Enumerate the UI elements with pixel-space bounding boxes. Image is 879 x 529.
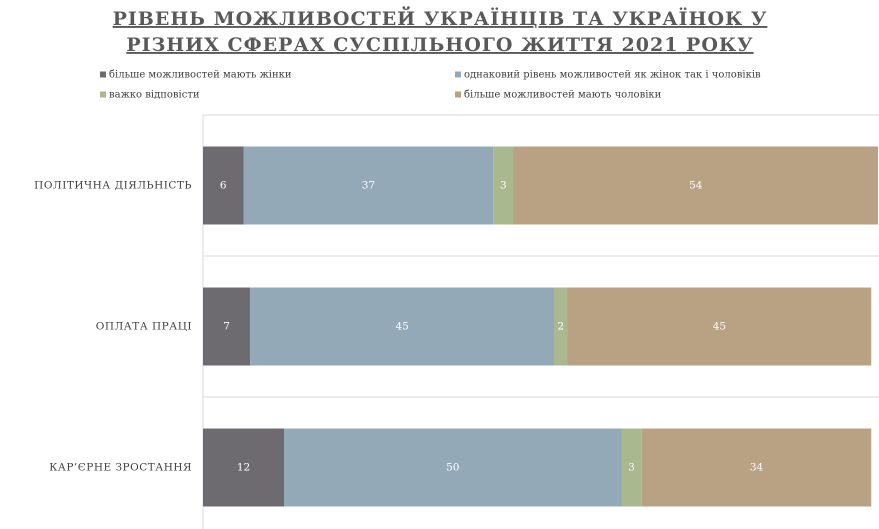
legend-label: більше можливостей мають жінки <box>109 70 292 81</box>
chart-title: РІЗНИХ СФЕРАХ СУСПІЛЬНОГО ЖИТТЯ 2021 РОК… <box>126 34 753 56</box>
value-label: 45 <box>395 321 408 333</box>
bar-segment <box>641 428 872 507</box>
legend-swatch <box>100 71 106 78</box>
bar-segment <box>621 428 642 507</box>
value-label: 37 <box>362 180 375 192</box>
bar-segment <box>203 287 251 366</box>
value-label: 45 <box>713 321 726 333</box>
value-label: 34 <box>750 462 764 474</box>
legend-label: важко відповісти <box>109 90 200 101</box>
bar-segment <box>250 287 554 366</box>
bar-segment <box>203 146 244 225</box>
bar-segment <box>513 146 878 225</box>
category-label: КАР’ЄРНЕ ЗРОСТАННЯ <box>49 462 192 474</box>
value-label: 50 <box>446 462 459 474</box>
bar-segment <box>243 146 494 225</box>
legend-swatch <box>100 91 106 98</box>
bar-segment <box>284 428 622 507</box>
value-label: 12 <box>237 462 250 474</box>
legend-label: однаковий рівень можливостей як жінок та… <box>464 70 761 81</box>
value-label: 54 <box>689 180 703 192</box>
value-label: 3 <box>628 462 635 474</box>
bar-segment <box>567 287 872 366</box>
legend-swatch <box>455 71 461 78</box>
bar-segment <box>493 146 514 225</box>
value-label: 7 <box>223 321 230 333</box>
chart-title: РІВЕНЬ МОЖЛИВОСТЕЙ УКРАЇНЦІВ ТА УКРАЇНОК… <box>113 6 768 30</box>
category-label: ПОЛІТИЧНА ДІЯЛЬНІСТЬ <box>34 180 192 192</box>
legend-label: більше можливостей мають чоловіки <box>464 90 662 101</box>
legend-swatch <box>455 91 461 98</box>
category-label: ОПЛАТА ПРАЦІ <box>96 321 192 333</box>
value-label: 6 <box>220 180 227 192</box>
bar-segment <box>554 287 568 366</box>
value-label: 2 <box>557 321 564 333</box>
value-label: 3 <box>500 180 507 192</box>
bar-segment <box>203 428 284 507</box>
